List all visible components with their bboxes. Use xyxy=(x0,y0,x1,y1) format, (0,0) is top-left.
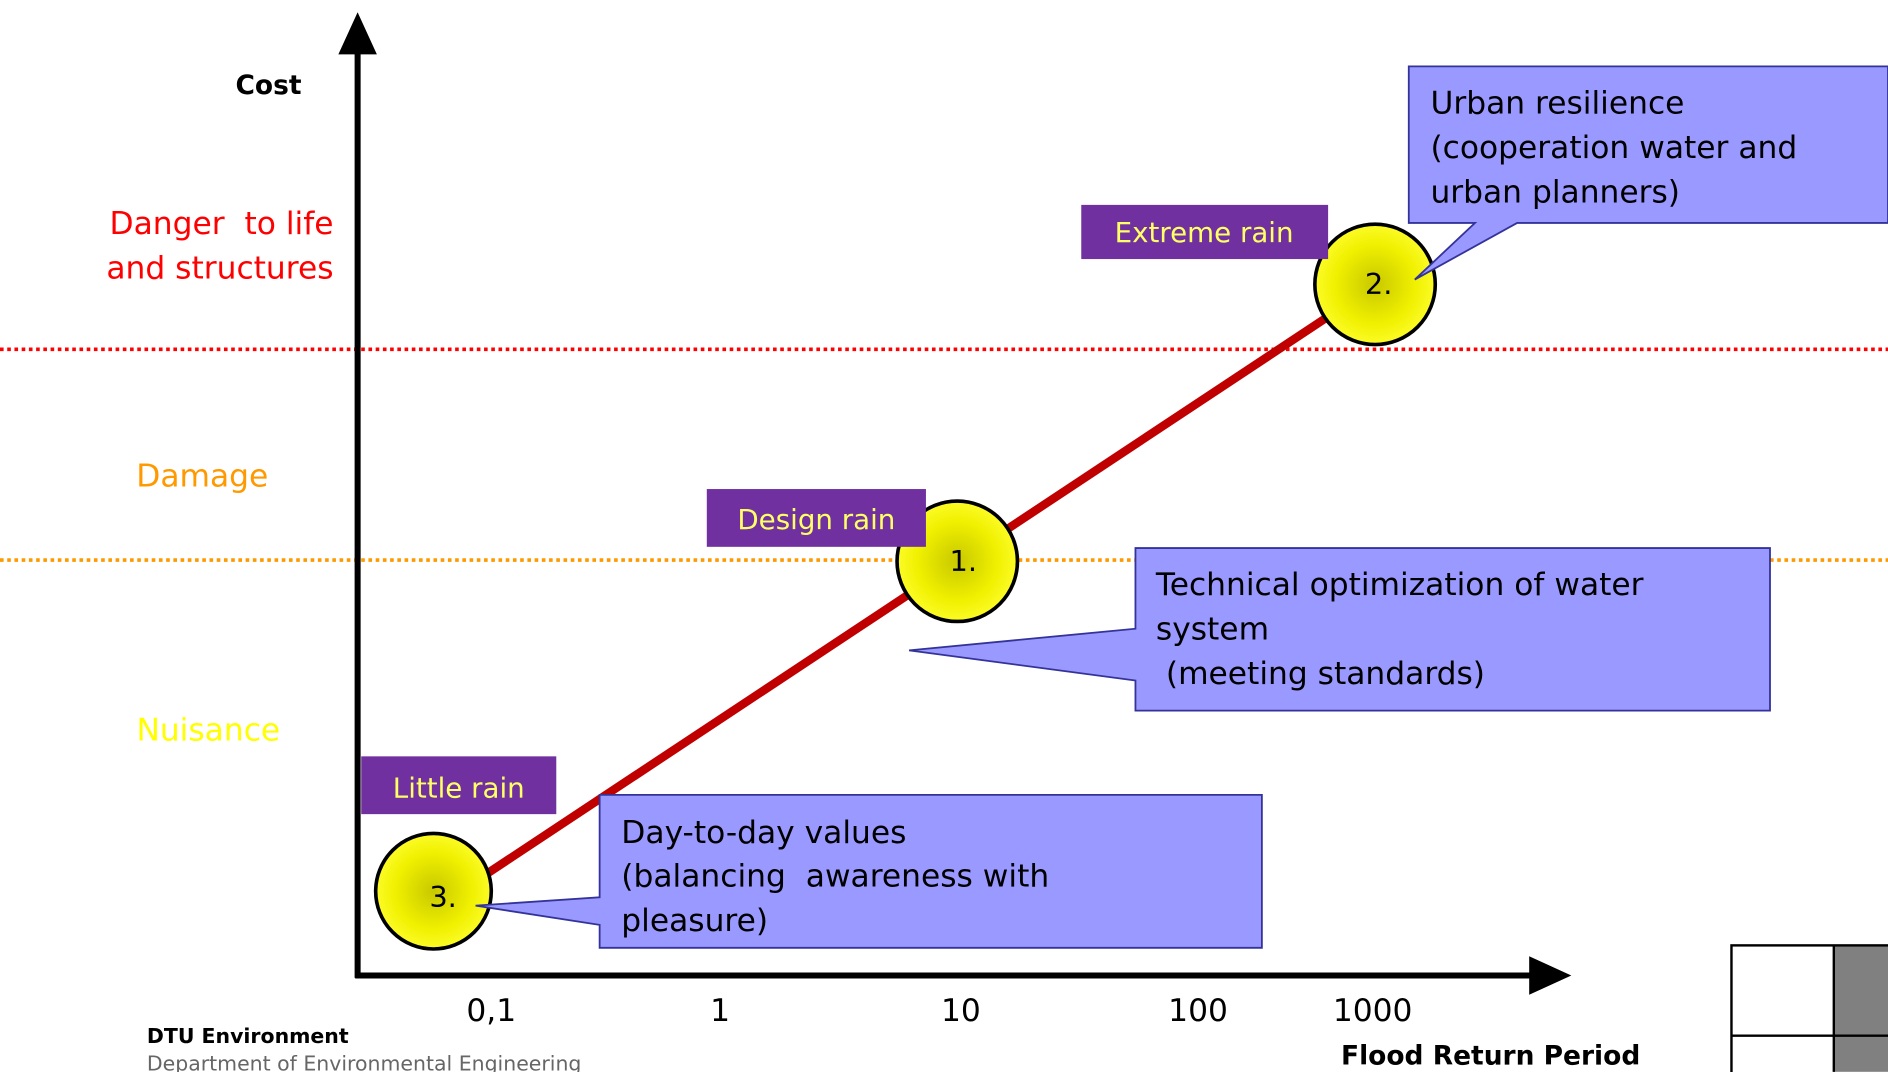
callout xyxy=(1407,65,1888,281)
event-number: 3. xyxy=(429,880,457,914)
zone-label: Danger to life xyxy=(109,206,333,242)
event-circle xyxy=(895,499,1020,624)
zone-label: Nuisance xyxy=(136,713,280,749)
event-circle xyxy=(1313,222,1438,347)
callout-text: (balancing awareness with xyxy=(621,858,1049,894)
corner-grid xyxy=(1730,944,1888,1072)
event-tag-label: Little rain xyxy=(393,771,525,804)
event-number: 1. xyxy=(949,544,977,578)
x-tick-label: 100 xyxy=(1168,993,1228,1029)
zone-label: and structures xyxy=(106,250,333,286)
event-tag-label: Design rain xyxy=(737,503,895,536)
event-tag-label: Extreme rain xyxy=(1115,216,1294,249)
callout-text: (cooperation water and xyxy=(1430,130,1797,166)
event-tag xyxy=(1081,204,1329,260)
callout xyxy=(908,547,1771,712)
corner-grid-fill xyxy=(1833,945,1888,1072)
x-tick-label: 0,1 xyxy=(466,993,516,1029)
footer-department: Department of Environmental Engineering xyxy=(147,1052,582,1072)
event-tag xyxy=(706,489,926,547)
callout-text: Urban resilience xyxy=(1430,85,1684,121)
y-arrow xyxy=(338,12,377,55)
zone-label: Damage xyxy=(136,459,268,495)
callout-text: (meeting standards) xyxy=(1156,656,1485,692)
callout-text: Technical optimization of water xyxy=(1155,567,1644,603)
callout-text: urban planners) xyxy=(1430,174,1680,210)
x-tick-label: 1 xyxy=(710,993,730,1029)
footer-org: DTU Environment xyxy=(147,1024,349,1048)
x-tick-label: 1000 xyxy=(1333,993,1413,1029)
event-tag xyxy=(361,756,557,815)
event-number: 2. xyxy=(1365,267,1393,301)
y-label: Cost xyxy=(235,70,301,101)
callout-text: pleasure) xyxy=(621,903,768,939)
event-circle xyxy=(373,831,494,951)
x-arrow xyxy=(1529,956,1572,995)
x-tick-label: 10 xyxy=(941,993,981,1029)
x-label: Flood Return Period xyxy=(1341,1041,1640,1072)
callout-text: system xyxy=(1156,612,1269,648)
callout-text: Day-to-day values xyxy=(621,815,906,851)
callout xyxy=(475,793,1263,949)
